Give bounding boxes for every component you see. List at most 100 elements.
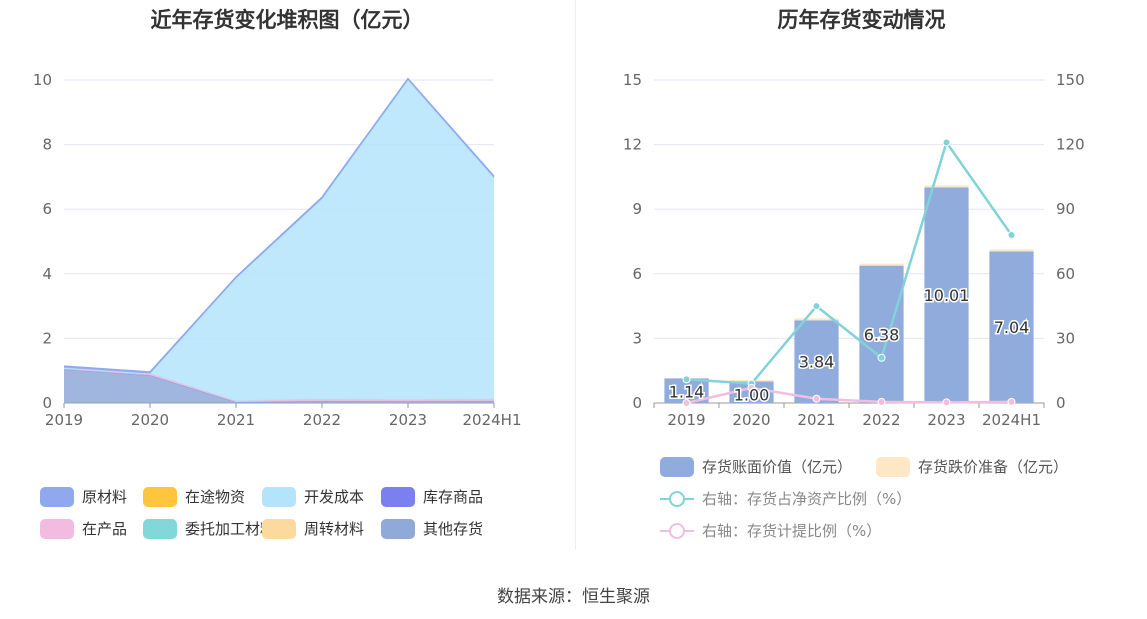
y-right-tick-label: 0 <box>1056 394 1066 412</box>
bar-book-value <box>859 265 904 403</box>
y-tick-label: 0 <box>42 394 52 412</box>
y-left-tick-label: 6 <box>632 265 642 283</box>
bar-value-label: 1.00 <box>734 385 770 404</box>
left-chart-panel: 近年存货变化堆积图（亿元） 0 2 4 6 8 10 2019 2020 2021 2022 202… <box>0 0 574 550</box>
y-right-tick-label: 150 <box>1056 71 1085 89</box>
legend-label: 原材料 <box>82 488 128 506</box>
legend-label: 开发成本 <box>304 488 365 506</box>
y-left-tick-label: 0 <box>632 394 642 412</box>
legend-swatch <box>660 489 694 509</box>
legend-label: 周转材料 <box>304 520 365 538</box>
bar-impairment-reserve <box>794 318 839 321</box>
y-right-tick-label: 60 <box>1056 265 1075 283</box>
line-point <box>877 397 886 406</box>
legend-swatch <box>381 518 415 539</box>
line-point <box>812 394 821 403</box>
x-tick-label: 2022 <box>303 411 341 429</box>
legend-label: 存货跌价准备（亿元） <box>918 458 1069 476</box>
line-右轴：存货占净资产比例（%） <box>686 139 1013 385</box>
bar-value-label: 7.04 <box>994 318 1030 337</box>
legend-label: 委托加工材料 <box>185 520 276 538</box>
legend-item[interactable]: 周转材料 <box>262 518 364 539</box>
y-left-tick-label: 12 <box>623 136 642 154</box>
x-tick-label: 2021 <box>217 411 255 429</box>
x-tick-label: 2023 <box>927 411 965 429</box>
bar-book-value <box>729 381 774 403</box>
x-tick-label: 2020 <box>732 411 770 429</box>
right-chart-title: 历年存货变动情况 <box>777 8 946 32</box>
x-tick-label: 2021 <box>797 411 835 429</box>
y-right-tick-label: 120 <box>1056 136 1085 154</box>
legend-swatch <box>262 518 296 539</box>
y-left-tick-label: 9 <box>632 200 642 218</box>
legend-item[interactable]: 存货账面价值（亿元） <box>660 456 852 477</box>
legend-swatch <box>40 518 74 539</box>
line-point <box>942 398 951 407</box>
legend-label: 在产品 <box>82 520 128 538</box>
legend-item[interactable]: 在产品 <box>40 518 127 539</box>
legend-label: 右轴：存货计提比例（%） <box>702 522 882 540</box>
line-point <box>747 383 756 392</box>
area-其他存货 <box>64 369 494 403</box>
y-tick-label: 6 <box>42 200 52 218</box>
data-source-note: 数据来源：恒生聚源 <box>497 587 650 607</box>
legend-label: 在途物资 <box>185 488 246 506</box>
bar-impairment-reserve <box>989 249 1034 252</box>
bar-book-value <box>989 251 1034 403</box>
x-tick-label: 2019 <box>667 411 705 429</box>
bar-book-value <box>794 320 839 403</box>
bar-value-label: 10.01 <box>924 286 970 305</box>
legend-item[interactable]: 委托加工材料 <box>143 518 275 539</box>
x-tick-label: 2023 <box>389 411 427 429</box>
y-tick-label: 2 <box>42 329 52 347</box>
bar-value-label: 3.84 <box>799 353 835 372</box>
legend-item[interactable]: 库存商品 <box>381 486 483 507</box>
legend-swatch <box>660 456 694 477</box>
line-point <box>1007 231 1016 240</box>
left-area-chart: 0 2 4 6 8 10 2019 2020 2021 2022 2023 2024H1 <box>33 71 522 429</box>
area-edge-原材料 <box>63 77 495 373</box>
legend-label: 存货账面价值（亿元） <box>702 458 853 476</box>
x-tick-label: 2019 <box>45 411 83 429</box>
bar-value-label: 6.38 <box>864 325 900 344</box>
y-left-tick-label: 15 <box>623 71 642 89</box>
legend-item[interactable]: 其他存货 <box>381 518 483 539</box>
line-point <box>877 353 886 362</box>
legend-label: 右轴：存货占净资产比例（%） <box>702 490 912 508</box>
line-point <box>942 138 951 147</box>
legend-swatch <box>143 486 177 507</box>
bar-value-label: 1.14 <box>669 382 705 401</box>
legend-swatch <box>262 486 296 507</box>
right-chart-panel: 历年存货变动情况 0 3 6 9 12 15 0 30 60 90 120 150 2019 2020 20… <box>576 0 1147 550</box>
legend-item[interactable]: 开发成本 <box>262 486 364 507</box>
y-tick-label: 8 <box>42 136 52 154</box>
line-point <box>682 375 691 384</box>
legend-item[interactable]: 存货跌价准备（亿元） <box>876 456 1068 477</box>
line-point <box>812 302 821 311</box>
legend-label: 其他存货 <box>423 520 484 538</box>
x-tick-label: 2020 <box>131 411 169 429</box>
legend-item[interactable]: 在途物资 <box>143 486 245 507</box>
line-point <box>682 399 691 407</box>
x-tick-label: 2024H1 <box>463 411 522 429</box>
x-tick-label: 2022 <box>862 411 900 429</box>
y-right-tick-label: 30 <box>1056 329 1075 347</box>
line-右轴：存货计提比例（%） <box>686 386 1012 405</box>
legend-swatch <box>381 486 415 507</box>
legend-label: 库存商品 <box>423 488 484 506</box>
left-chart-title: 近年存货变化堆积图（亿元） <box>150 8 424 32</box>
legend-swatch <box>660 521 694 541</box>
bar-impairment-reserve <box>859 263 904 266</box>
panel-divider <box>575 0 576 550</box>
legend-item[interactable]: 右轴：存货占净资产比例（%） <box>660 488 911 509</box>
y-tick-label: 4 <box>42 265 52 283</box>
legend-item[interactable]: 右轴：存货计提比例（%） <box>660 520 881 541</box>
x-tick-label: 2024H1 <box>982 411 1041 429</box>
bar-impairment-reserve <box>924 185 969 188</box>
y-right-tick-label: 90 <box>1056 200 1075 218</box>
bar-book-value <box>924 187 969 403</box>
legend-item[interactable]: 原材料 <box>40 486 127 507</box>
legend-swatch <box>143 518 177 539</box>
y-left-tick-label: 3 <box>632 329 642 347</box>
